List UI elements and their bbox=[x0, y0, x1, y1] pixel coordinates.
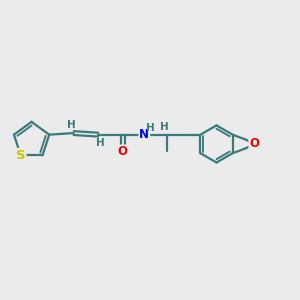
Text: H: H bbox=[160, 122, 169, 132]
Text: H: H bbox=[146, 123, 154, 133]
Text: N: N bbox=[139, 128, 149, 141]
Text: O: O bbox=[118, 146, 128, 158]
Text: H: H bbox=[67, 120, 76, 130]
Text: H: H bbox=[96, 138, 105, 148]
Text: S: S bbox=[16, 149, 26, 162]
Text: O: O bbox=[249, 137, 259, 150]
